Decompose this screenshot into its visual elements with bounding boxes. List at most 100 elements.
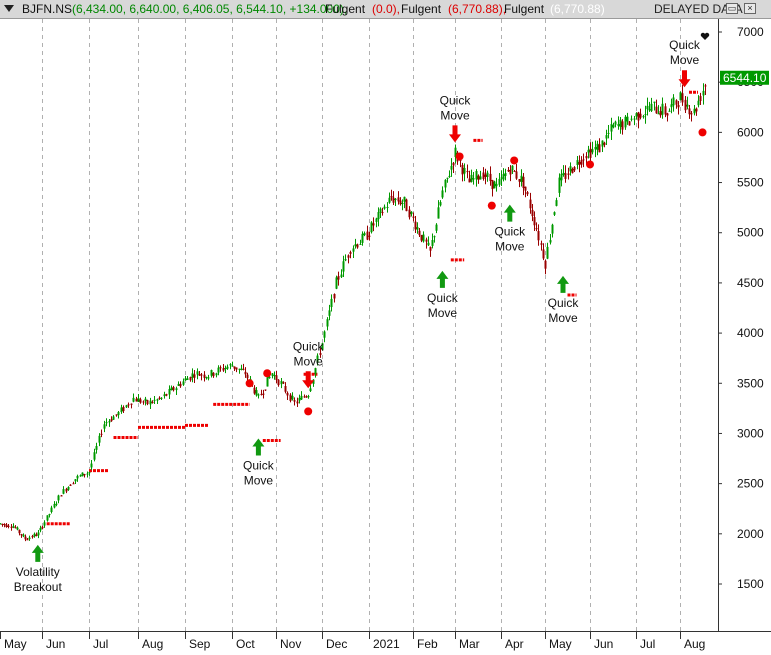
candle-body bbox=[605, 135, 608, 139]
candle-body bbox=[41, 526, 44, 529]
candle-body bbox=[337, 276, 340, 280]
candle-body bbox=[537, 231, 540, 241]
last-price-box bbox=[720, 70, 769, 85]
candle-body bbox=[551, 224, 554, 234]
candle-body bbox=[573, 167, 576, 171]
candle-body bbox=[466, 170, 469, 173]
candle-body bbox=[502, 174, 505, 180]
candle-body bbox=[522, 176, 525, 189]
candle-body bbox=[368, 235, 371, 237]
candle-body bbox=[35, 534, 38, 536]
candle-body bbox=[198, 374, 201, 376]
candle-body bbox=[642, 116, 645, 118]
time-tick-label: Aug bbox=[684, 637, 705, 651]
annotation-label: Quick bbox=[669, 38, 701, 52]
time-tick-label: Jun bbox=[594, 637, 613, 651]
candle-body bbox=[191, 373, 194, 378]
candle-body bbox=[670, 104, 673, 108]
candle-body bbox=[408, 209, 411, 218]
time-tick-label: May bbox=[549, 637, 572, 651]
price-axis[interactable]: 1500 2000 2500 3000 3500 4000 4500 5000 5500 6000… bbox=[718, 19, 771, 655]
candle-body bbox=[489, 173, 492, 182]
candle-body bbox=[414, 221, 417, 230]
candle-body bbox=[48, 514, 51, 516]
restore-icon[interactable]: ▭ bbox=[726, 3, 738, 14]
candle-body bbox=[375, 218, 378, 222]
close-icon[interactable]: × bbox=[744, 3, 756, 14]
price-tick-label: 3000 bbox=[737, 426, 764, 440]
candle-body bbox=[495, 183, 498, 187]
candle-body bbox=[233, 366, 236, 369]
candle-body bbox=[429, 246, 432, 251]
sell-arrow-icon bbox=[449, 125, 461, 143]
annotation-label: Move bbox=[294, 354, 324, 368]
candle-body bbox=[399, 200, 402, 205]
candle-body bbox=[392, 197, 395, 203]
candle-body bbox=[160, 397, 163, 399]
candle-body bbox=[60, 495, 63, 497]
candle-body bbox=[196, 371, 199, 375]
candle-body bbox=[319, 353, 322, 355]
candle-body bbox=[271, 373, 274, 376]
signal-dot bbox=[245, 379, 254, 388]
time-tick-label: Oct bbox=[236, 637, 255, 651]
candle-body bbox=[580, 160, 583, 165]
candle-body bbox=[699, 96, 702, 101]
candle-body bbox=[630, 118, 633, 120]
candle-body bbox=[486, 172, 489, 178]
buy-arrow-icon bbox=[252, 438, 265, 456]
candle-body bbox=[273, 375, 276, 377]
candle-body bbox=[298, 397, 301, 401]
candle-body bbox=[177, 384, 180, 386]
candle-body bbox=[79, 475, 82, 477]
candle-body bbox=[500, 177, 503, 179]
candle-body bbox=[553, 212, 556, 215]
candle-body bbox=[569, 166, 572, 172]
annotation-label: Quick bbox=[548, 296, 580, 310]
time-tick-label: Dec bbox=[326, 637, 347, 651]
price-tick-label: 3500 bbox=[737, 376, 764, 390]
candle-body bbox=[661, 103, 664, 115]
candle-body bbox=[617, 123, 620, 127]
buy-arrow-icon bbox=[31, 544, 44, 562]
indicator-3-name[interactable]: Fulgent bbox=[504, 2, 545, 16]
indicator-1-name[interactable]: Fulgent bbox=[325, 2, 366, 16]
candle-body bbox=[323, 331, 326, 338]
candle-body bbox=[226, 366, 229, 369]
candle-body bbox=[515, 171, 518, 179]
indicator-2-name[interactable]: Fulgent bbox=[401, 2, 442, 16]
candle-body bbox=[549, 240, 552, 243]
candle-body bbox=[540, 243, 543, 245]
candle-body bbox=[370, 222, 373, 233]
candle-body bbox=[686, 104, 689, 107]
dropdown-arrow-icon[interactable] bbox=[4, 5, 14, 12]
candle-body bbox=[452, 162, 455, 166]
stop-lines bbox=[46, 90, 698, 526]
ohlc-readout: (6,434.00, 6,640.00, 6,406.05, 6,544.10,… bbox=[72, 2, 348, 16]
candle-body bbox=[212, 372, 215, 377]
annotation-label: Move bbox=[244, 473, 274, 487]
candle-body bbox=[165, 394, 168, 396]
annotation-label: Move bbox=[548, 311, 578, 325]
candle-body bbox=[293, 400, 296, 402]
time-tick-label: Feb bbox=[417, 637, 438, 651]
candle-body bbox=[507, 169, 510, 172]
price-chart[interactable]: VolatilityBreakoutQuickMoveQuickMoveQuic… bbox=[0, 19, 771, 655]
candle-body bbox=[624, 116, 627, 128]
candle-body bbox=[253, 387, 256, 394]
candle-body bbox=[340, 274, 343, 278]
candle-body bbox=[509, 169, 512, 175]
candle-body bbox=[688, 108, 691, 115]
time-tick-label: Jun bbox=[46, 637, 65, 651]
candle-body bbox=[122, 406, 125, 412]
candle-body bbox=[153, 399, 156, 401]
symbol-label[interactable]: BJFN.NS bbox=[22, 2, 73, 16]
candle-body bbox=[690, 113, 693, 115]
candle-body bbox=[664, 106, 667, 115]
candle-body bbox=[31, 536, 34, 538]
price-tick-label: 4500 bbox=[737, 276, 764, 290]
time-axis[interactable]: May Jun Jul Aug Sep Oct Nov Dec 2021 Feb Mar Apr May… bbox=[0, 631, 771, 651]
candle-body bbox=[450, 165, 453, 170]
